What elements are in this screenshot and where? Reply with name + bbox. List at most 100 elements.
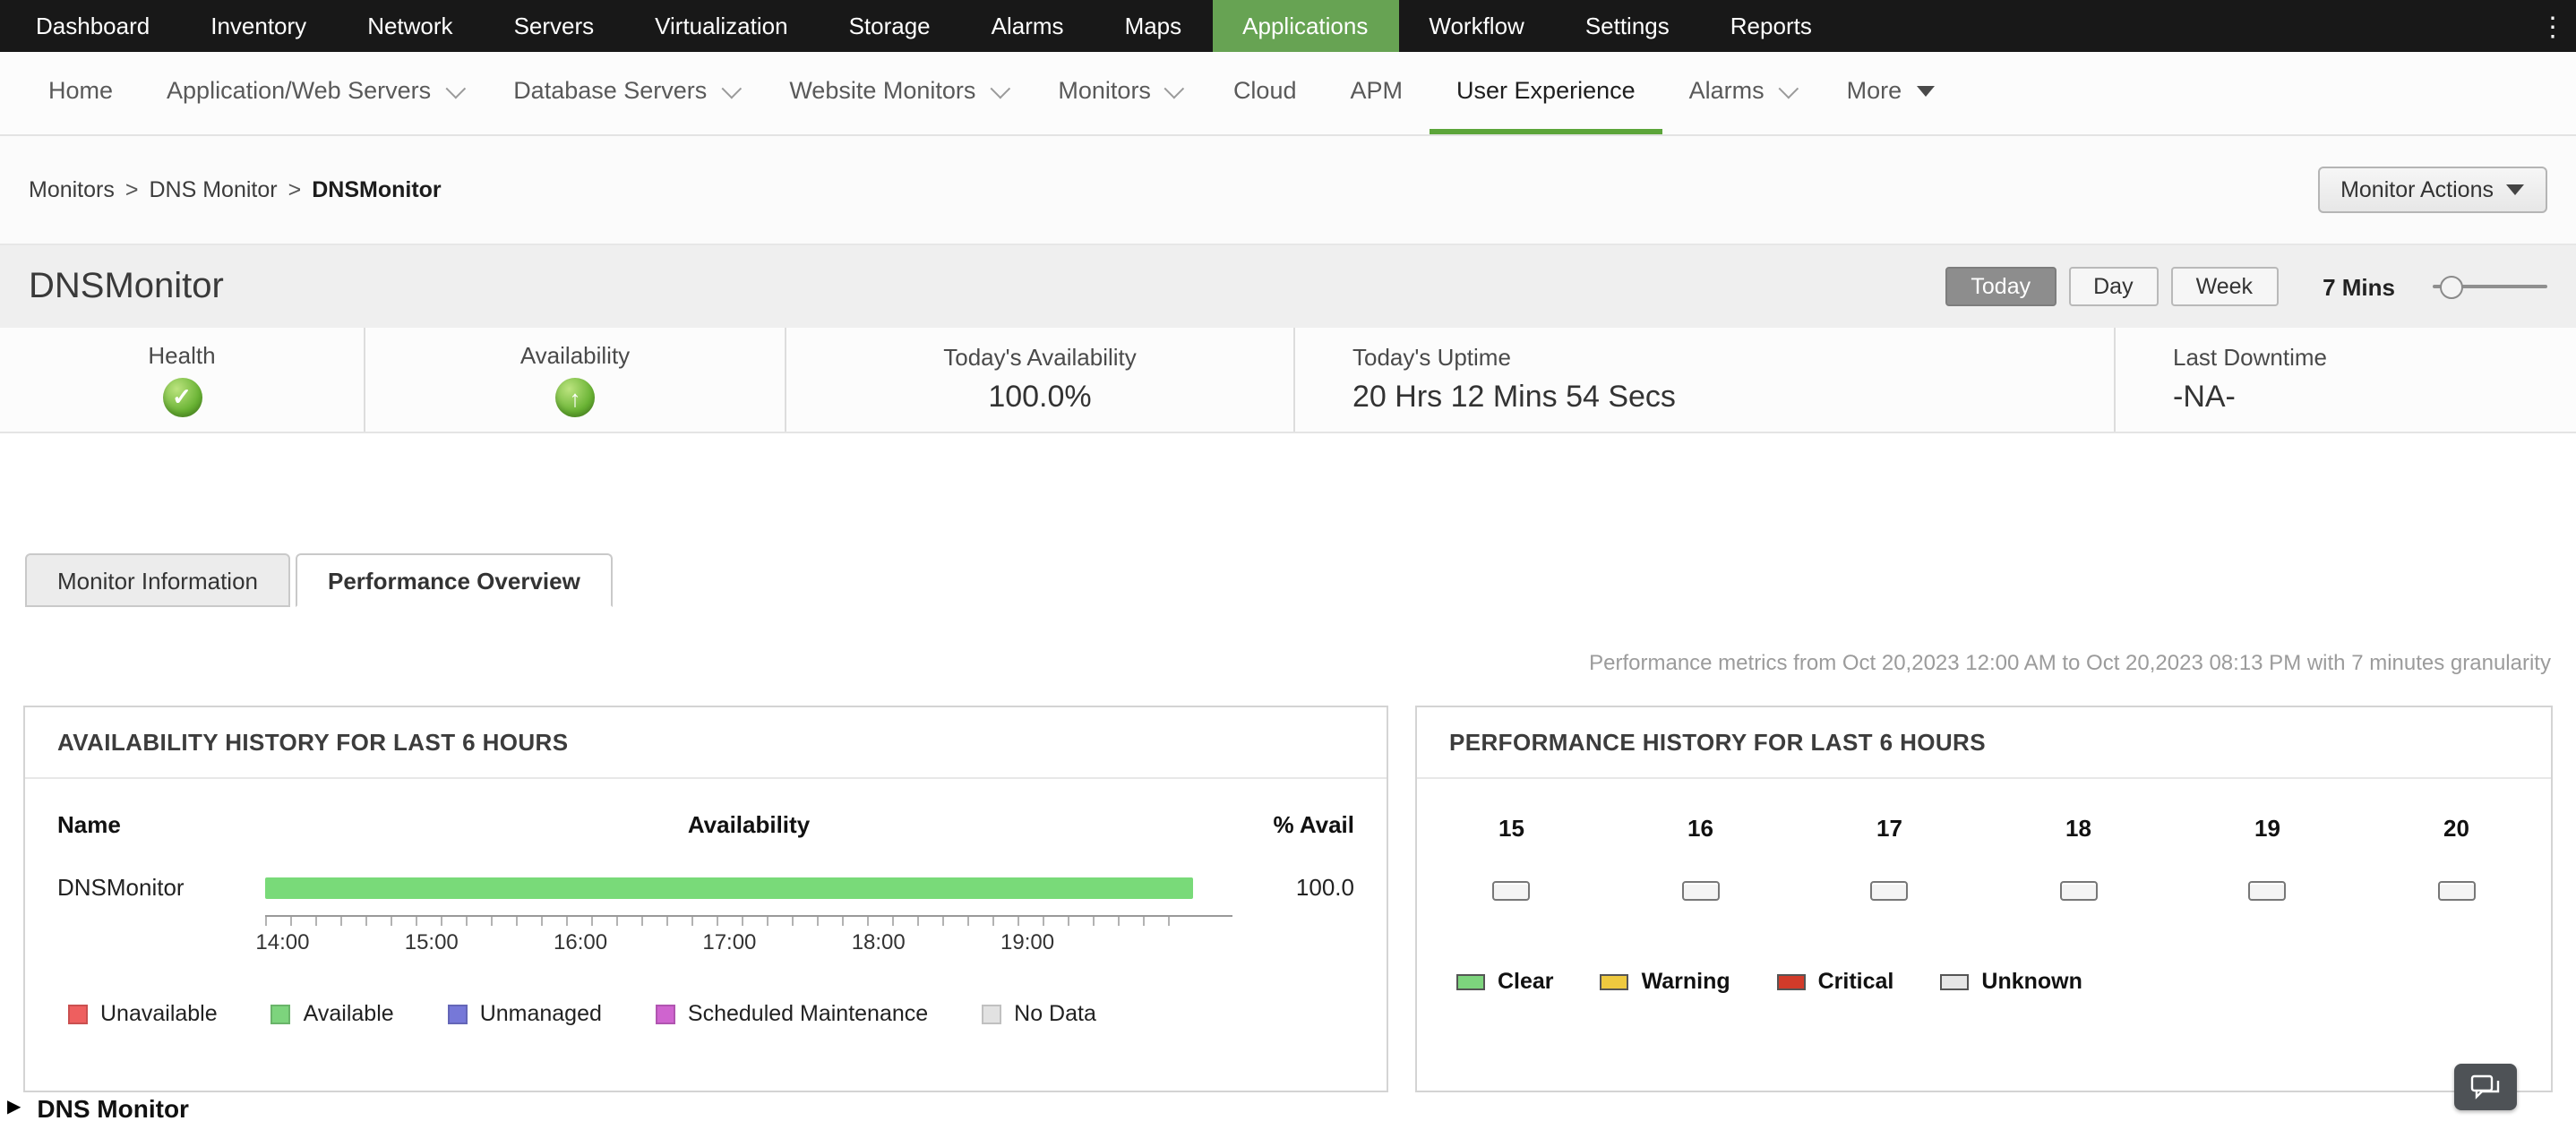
time-range-controls: Today Day Week 7 Mins bbox=[1945, 267, 2547, 306]
chat-bubble-icon bbox=[2470, 1074, 2500, 1100]
breadcrumb-current: DNSMonitor bbox=[312, 177, 442, 202]
legend-item-scheduled-maintenance: Scheduled Maintenance bbox=[655, 1001, 928, 1026]
axis-tick-labels: 14:00 15:00 16:00 17:00 18:00 19:00 bbox=[255, 929, 1055, 954]
legend-item-no-data: No Data bbox=[982, 1001, 1096, 1026]
topnav-item-alarms[interactable]: Alarms bbox=[991, 13, 1064, 39]
chevron-down-icon bbox=[989, 77, 1010, 98]
legend-item-clear: Clear bbox=[1456, 969, 1554, 994]
subnav-item-apm[interactable]: APM bbox=[1350, 77, 1404, 104]
range-button-week[interactable]: Week bbox=[2170, 267, 2279, 306]
warning-swatch-icon bbox=[1600, 973, 1629, 989]
range-button-day[interactable]: Day bbox=[2068, 267, 2159, 306]
stat-todays-uptime: Today's Uptime 20 Hrs 12 Mins 54 Secs bbox=[1295, 328, 2116, 432]
monitor-stats-row: Health ✓ Availability ↑ Today's Availabi… bbox=[0, 328, 2576, 433]
stat-value: 20 Hrs 12 Mins 54 Secs bbox=[1352, 380, 1676, 414]
tab-monitor-information[interactable]: Monitor Information bbox=[25, 553, 290, 607]
secondary-navigation: Home Application/Web Servers Database Se… bbox=[0, 52, 2576, 136]
topnav-item-servers[interactable]: Servers bbox=[513, 13, 595, 39]
axis-ticks bbox=[265, 915, 1232, 926]
subnav-item-cloud[interactable]: Cloud bbox=[1232, 77, 1297, 104]
chevron-down-icon bbox=[444, 77, 466, 98]
status-box-unknown bbox=[1681, 881, 1720, 901]
chevron-down-icon bbox=[720, 77, 742, 98]
topnav-item-network[interactable]: Network bbox=[367, 13, 453, 39]
legend-item-available: Available bbox=[270, 1001, 394, 1026]
granularity-slider[interactable] bbox=[2433, 276, 2547, 299]
bottom-section-header: ▶ DNS Monitor bbox=[0, 1094, 2576, 1121]
unmanaged-swatch-icon bbox=[447, 1004, 468, 1023]
granularity-label: 7 Mins bbox=[2323, 273, 2395, 300]
status-box-unknown bbox=[1870, 881, 1909, 901]
topnav-item-storage[interactable]: Storage bbox=[848, 13, 931, 39]
subnav-item-home[interactable]: Home bbox=[48, 77, 114, 104]
subnav-item-more[interactable]: More bbox=[1820, 52, 1962, 134]
stat-last-downtime: Last Downtime -NA- bbox=[2116, 328, 2576, 432]
column-header-percent-avail: % Avail bbox=[1273, 811, 1354, 838]
range-button-today[interactable]: Today bbox=[1945, 267, 2057, 306]
status-box-unknown bbox=[1492, 881, 1531, 901]
breadcrumb-row: Monitors > DNS Monitor > DNSMonitor Moni… bbox=[0, 136, 2576, 245]
column-header-name: Name bbox=[57, 811, 121, 838]
subnav-item-user-experience[interactable]: User Experience bbox=[1430, 52, 1662, 134]
tab-performance-overview[interactable]: Performance Overview bbox=[296, 553, 613, 607]
clear-swatch-icon bbox=[1456, 973, 1485, 989]
subnav-item-website-monitors[interactable]: Website Monitors bbox=[762, 52, 1031, 134]
unknown-swatch-icon bbox=[1940, 973, 1970, 989]
availability-history-panel: AVAILABILITY HISTORY FOR LAST 6 HOURS Na… bbox=[23, 706, 1388, 1092]
performance-legend: Clear Warning Critical Unknown bbox=[1456, 969, 2551, 994]
breadcrumb-separator: > bbox=[288, 177, 302, 202]
stat-label: Today's Uptime bbox=[1352, 344, 1511, 371]
caret-down-icon bbox=[2506, 184, 2524, 195]
page-title: DNSMonitor bbox=[29, 266, 224, 305]
subnav-item-monitors[interactable]: Monitors bbox=[1031, 52, 1206, 134]
chevron-down-icon bbox=[1164, 77, 1186, 98]
topnav-item-maps[interactable]: Maps bbox=[1124, 13, 1182, 39]
breadcrumb-dns-monitor[interactable]: DNS Monitor bbox=[149, 177, 278, 202]
feedback-chat-button[interactable] bbox=[2454, 1064, 2517, 1110]
caret-down-icon bbox=[1916, 85, 1935, 96]
stat-label: Today's Availability bbox=[943, 344, 1137, 371]
stat-label: Last Downtime bbox=[2173, 344, 2327, 371]
monitor-actions-button[interactable]: Monitor Actions bbox=[2317, 167, 2547, 213]
kebab-menu-icon[interactable]: ⋮ bbox=[2539, 12, 2566, 42]
breadcrumb-monitors[interactable]: Monitors bbox=[29, 177, 115, 202]
slider-handle[interactable] bbox=[2440, 276, 2463, 299]
legend-item-unavailable: Unavailable bbox=[68, 1001, 218, 1026]
stat-label: Health bbox=[148, 342, 216, 369]
top-navigation: Dashboard Inventory Network Servers Virt… bbox=[0, 0, 2576, 52]
monitor-title-band: DNSMonitor Today Day Week 7 Mins bbox=[0, 245, 2576, 328]
topnav-item-inventory[interactable]: Inventory bbox=[210, 13, 307, 39]
available-swatch-icon bbox=[270, 1004, 291, 1023]
stat-value: -NA- bbox=[2173, 380, 2236, 414]
availability-up-arrow-icon: ↑ bbox=[555, 378, 595, 417]
expand-section-icon[interactable]: ▶ bbox=[7, 1098, 21, 1117]
topnav-item-virtualization[interactable]: Virtualization bbox=[655, 13, 788, 39]
legend-item-warning: Warning bbox=[1600, 969, 1730, 994]
performance-status-boxes bbox=[1417, 881, 2551, 901]
subnav-item-application-web-servers[interactable]: Application/Web Servers bbox=[140, 52, 486, 134]
time-axis: 14:00 15:00 16:00 17:00 18:00 19:00 bbox=[25, 915, 1387, 958]
availability-table-header: Name Availability % Avail bbox=[25, 811, 1387, 838]
topnav-item-workflow[interactable]: Workflow bbox=[1429, 13, 1524, 39]
performance-metrics-note: Performance metrics from Oct 20,2023 12:… bbox=[1589, 650, 2551, 675]
stat-value: 100.0% bbox=[988, 380, 1092, 414]
topnav-item-reports[interactable]: Reports bbox=[1730, 13, 1812, 39]
unavailable-swatch-icon bbox=[68, 1004, 88, 1023]
status-box-unknown bbox=[2248, 881, 2287, 901]
legend-item-unmanaged: Unmanaged bbox=[447, 1001, 602, 1026]
topnav-item-dashboard[interactable]: Dashboard bbox=[36, 13, 150, 39]
availability-legend: Unavailable Available Unmanaged Schedule… bbox=[68, 1001, 1387, 1026]
subnav-item-database-servers[interactable]: Database Servers bbox=[486, 52, 762, 134]
stat-availability: Availability ↑ bbox=[365, 328, 786, 432]
performance-history-panel: PERFORMANCE HISTORY FOR LAST 6 HOURS 15 … bbox=[1415, 706, 2553, 1092]
topnav-item-applications[interactable]: Applications bbox=[1212, 0, 1399, 52]
bottom-section-title: DNS Monitor bbox=[37, 1094, 189, 1121]
panel-title: PERFORMANCE HISTORY FOR LAST 6 HOURS bbox=[1417, 707, 2551, 779]
monitor-tabs: Monitor Information Performance Overview bbox=[0, 553, 2576, 607]
stat-todays-availability: Today's Availability 100.0% bbox=[786, 328, 1295, 432]
breadcrumb-separator: > bbox=[125, 177, 139, 202]
topnav-item-settings[interactable]: Settings bbox=[1584, 13, 1670, 39]
subnav-item-alarms[interactable]: Alarms bbox=[1662, 52, 1820, 134]
scheduled-maintenance-swatch-icon bbox=[655, 1004, 675, 1023]
legend-item-critical: Critical bbox=[1776, 969, 1893, 994]
